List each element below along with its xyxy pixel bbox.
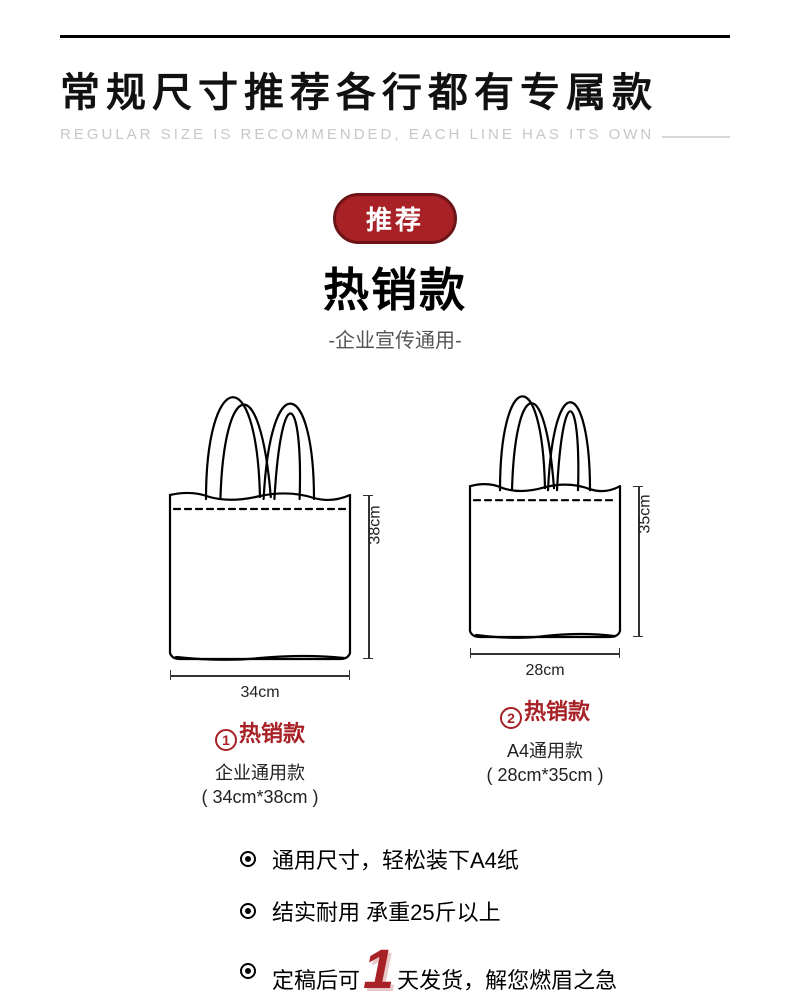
dimension-bar-horizontal [470, 648, 620, 658]
bag-size: ( 34cm*38cm ) [165, 787, 355, 808]
rank-label: 热销款 [524, 699, 590, 724]
hot-title: 热销款 [0, 254, 790, 320]
rank-label: 热销款 [239, 721, 305, 746]
dimension-bar-horizontal [170, 670, 350, 680]
header-subtitle: REGULAR SIZE IS RECOMMENDED, EACH LINE H… [60, 126, 662, 143]
bullet-text: 结实耐用 承重25斤以上 [272, 895, 501, 927]
rank-line: 1热销款 [165, 716, 355, 751]
bag-icon [465, 383, 625, 641]
recommend-badge: 推荐 [333, 193, 457, 244]
header-subtitle-wrap: REGULAR SIZE IS RECOMMENDED, EACH LINE H… [60, 128, 730, 148]
bag-size: ( 28cm*35cm ) [465, 765, 625, 786]
badge-wrap: 推荐 [0, 193, 790, 244]
dimension-width-label: 28cm [465, 662, 625, 680]
bag-column: 38cm 34cm 1热销款企业通用款( 34cm*38cm ) [165, 383, 355, 808]
bag-name: 企业通用款 [165, 759, 355, 785]
bullet-dot-icon [240, 851, 256, 867]
bullet-item: 通用尺寸，轻松装下A4纸 [240, 843, 790, 875]
bag-figure: 35cm [465, 383, 625, 646]
header-top-rule [60, 35, 730, 38]
bag-figure: 38cm [165, 383, 355, 668]
rank-badge: 1 [215, 729, 237, 751]
dimension-height-label: 35cm [636, 494, 654, 533]
bullet-item: 定稿后可1天发货，解您燃眉之急 [240, 947, 790, 995]
bullet-dot-icon [240, 963, 256, 979]
feature-bullets: 通用尺寸，轻松装下A4纸结实耐用 承重25斤以上定稿后可1天发货，解您燃眉之急 [240, 843, 790, 995]
rank-line: 2热销款 [465, 694, 625, 729]
bullet-text: 通用尺寸，轻松装下A4纸 [272, 843, 519, 875]
header: 常规尺寸推荐各行都有专属款 REGULAR SIZE IS RECOMMENDE… [0, 0, 790, 148]
bullet-dot-icon [240, 903, 256, 919]
bag-icon [165, 383, 355, 663]
dimension-width-label: 34cm [165, 684, 355, 702]
header-title: 常规尺寸推荐各行都有专属款 [60, 60, 730, 118]
bag-name: A4通用款 [465, 737, 625, 763]
bullet-text: 定稿后可1天发货，解您燃眉之急 [272, 947, 617, 995]
highlight-number: 1 [363, 947, 394, 992]
rank-badge: 2 [500, 707, 522, 729]
bag-column: 35cm 28cm 2热销款 A4通用款( 28cm*35cm ) [465, 383, 625, 808]
dimension-height-label: 38cm [366, 505, 384, 544]
bullet-item: 结实耐用 承重25斤以上 [240, 895, 790, 927]
bag-diagrams: 38cm34cm1热销款企业通用款( 34cm*38cm ) 35cm28cm2… [0, 383, 790, 808]
hot-subtitle: -企业宣传通用- [0, 324, 790, 353]
